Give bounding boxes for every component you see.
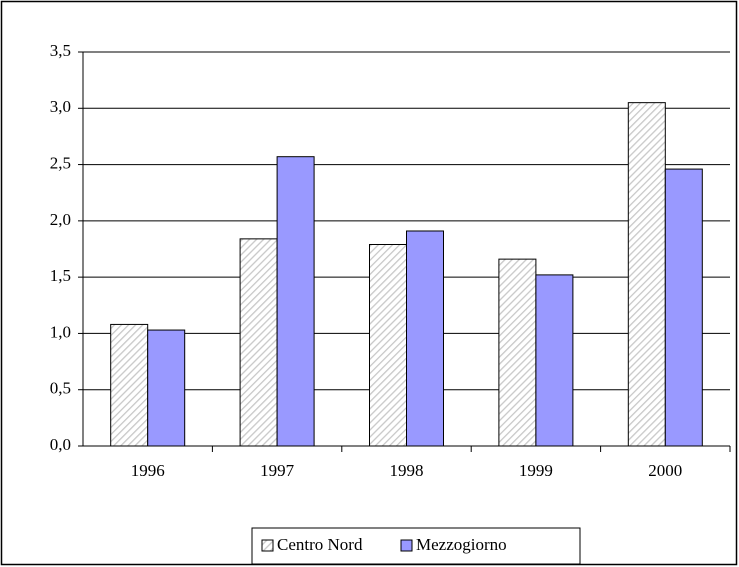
bar (535, 274, 574, 447)
legend-swatch (261, 539, 274, 552)
legend-swatch (400, 539, 413, 552)
x-tick-label: 1999 (519, 461, 553, 480)
x-tick-label: 1998 (390, 461, 424, 480)
bar (627, 102, 666, 447)
y-tick-label: 0,5 (50, 379, 71, 398)
bar (110, 323, 149, 447)
bar (276, 156, 315, 447)
bar (406, 230, 444, 447)
legend-label: Mezzogiorno (416, 535, 507, 554)
y-tick-label: 1,5 (50, 266, 71, 285)
legend-label: Centro Nord (277, 535, 363, 554)
bar (664, 168, 703, 447)
bar (147, 329, 186, 447)
bar (239, 238, 278, 447)
y-tick-label: 1,0 (50, 322, 71, 341)
x-tick-label: 1997 (260, 461, 295, 480)
y-tick-label: 0,0 (50, 435, 71, 454)
x-tick-label: 2000 (648, 461, 682, 480)
bar (369, 243, 407, 447)
y-tick-label: 3,5 (50, 41, 71, 60)
legend-box (251, 527, 581, 565)
y-tick-label: 2,5 (50, 153, 71, 172)
y-tick-label: 3,0 (50, 97, 71, 116)
y-tick-label: 2,0 (50, 210, 71, 229)
x-tick-label: 1996 (131, 461, 165, 480)
bar (498, 258, 537, 447)
